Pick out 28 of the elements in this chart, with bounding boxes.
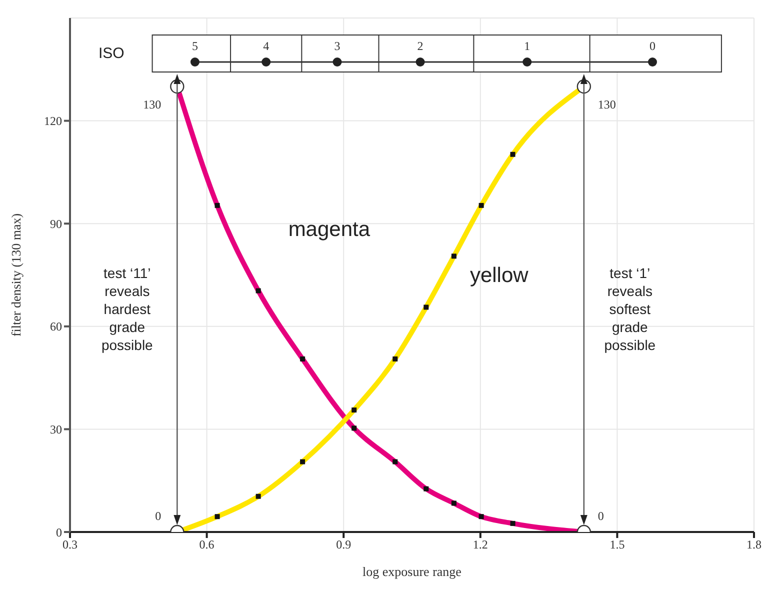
annotation: 5 [192, 39, 198, 53]
annotation: 4 [263, 39, 270, 53]
annotation: 0 [155, 509, 162, 523]
y-tick-label: 30 [50, 422, 62, 436]
y-tick-label: 120 [44, 114, 62, 128]
x-axis-title: log exposure range [362, 564, 462, 579]
annotation: 130 [143, 98, 162, 112]
x-tick-label: 1.5 [610, 538, 625, 552]
x-tick-label: 0.9 [336, 538, 352, 552]
x-tick-label: 1.8 [746, 538, 762, 552]
y-axis-title: filter density (130 max) [8, 213, 24, 337]
annotation: 0 [598, 509, 604, 523]
text: magenta [288, 218, 370, 241]
annotation: 130 [598, 98, 616, 112]
annotation: 1 [524, 39, 530, 53]
x-tick-label: 0.6 [199, 538, 214, 552]
annotation: 0 [649, 39, 656, 53]
ref-line-label: test ‘1’ reveals softest grade possible [604, 264, 656, 353]
annotation: 3 [334, 39, 340, 53]
y-tick-label: 60 [50, 320, 62, 334]
annotation: ISO [98, 45, 124, 62]
series-label: yellow [470, 264, 530, 288]
y-tick-label: 0 [56, 525, 62, 540]
annotation: 2 [417, 39, 424, 53]
x-tick-label: 0.3 [62, 538, 78, 552]
x-tick-label: 1.2 [472, 538, 488, 552]
ref-line-label: test ‘11’ reveals hardest grade possible [101, 264, 154, 353]
y-tick-label: 90 [50, 216, 62, 231]
